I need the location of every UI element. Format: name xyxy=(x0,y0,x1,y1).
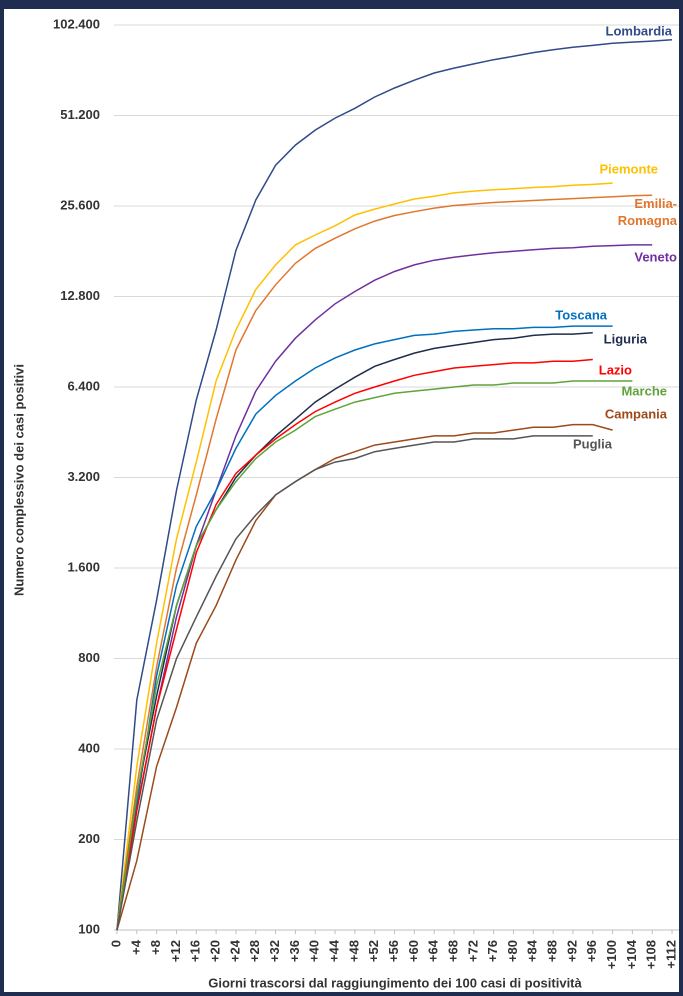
x-tick-label: +24 xyxy=(227,939,242,962)
y-tick-label: 200 xyxy=(78,831,100,846)
series-line xyxy=(116,435,593,931)
series-label: Lazio xyxy=(599,362,632,377)
x-tick-label: +100 xyxy=(604,940,619,969)
series-line xyxy=(116,325,613,931)
y-tick-label: 25.600 xyxy=(60,197,100,212)
x-tick-label: +44 xyxy=(326,939,341,962)
series-label: Emilia-Romagna xyxy=(618,196,678,228)
y-tick-label: 102.400 xyxy=(53,16,100,31)
series-label: Puglia xyxy=(573,436,613,451)
series-label: Veneto xyxy=(634,249,677,264)
x-tick-label: +68 xyxy=(445,940,460,962)
series-label: Toscana xyxy=(555,307,608,322)
y-tick-label: 6.400 xyxy=(67,378,100,393)
series-label: Liguria xyxy=(604,331,648,346)
x-tick-label: 0 xyxy=(108,940,123,947)
x-tick-label: +72 xyxy=(465,940,480,962)
x-tick-label: +112 xyxy=(663,940,678,969)
x-tick-label: +16 xyxy=(188,940,203,962)
x-tick-label: +64 xyxy=(426,939,441,962)
series-line xyxy=(116,194,653,931)
x-tick-label: +36 xyxy=(287,940,302,962)
x-tick-label: +108 xyxy=(644,940,659,969)
y-tick-label: 100 xyxy=(78,921,100,936)
x-tick-label: +40 xyxy=(307,940,322,962)
x-axis-title: Giorni trascorsi dal raggiungimento dei … xyxy=(208,975,582,990)
y-axis-title: Numero complessivo dei casi positivi xyxy=(11,364,26,596)
series-label: Campania xyxy=(605,406,668,421)
x-tick-label: +92 xyxy=(564,940,579,962)
series-line xyxy=(116,380,633,931)
series-label: Marche xyxy=(621,383,667,398)
series-line xyxy=(116,39,673,931)
y-tick-label: 1.600 xyxy=(67,559,100,574)
x-tick-label: +104 xyxy=(624,939,639,969)
x-tick-label: +8 xyxy=(148,940,163,955)
x-tick-label: +12 xyxy=(168,940,183,962)
y-tick-label: 51.200 xyxy=(60,107,100,122)
x-tick-label: +76 xyxy=(485,940,500,962)
series-line xyxy=(116,244,653,931)
series-line xyxy=(116,358,593,931)
series-line xyxy=(116,423,613,931)
y-tick-label: 3.200 xyxy=(67,469,100,484)
y-tick-label: 12.800 xyxy=(60,288,100,303)
x-tick-label: +84 xyxy=(525,939,540,962)
x-tick-label: +4 xyxy=(128,939,143,955)
x-tick-label: +52 xyxy=(366,940,381,962)
x-tick-label: +96 xyxy=(584,940,599,962)
y-tick-label: 400 xyxy=(78,740,100,755)
x-tick-label: +20 xyxy=(208,940,223,962)
series-label: Lombardia xyxy=(606,23,673,38)
series-label: Piemonte xyxy=(599,161,658,176)
x-tick-label: +32 xyxy=(267,940,282,962)
x-tick-label: +88 xyxy=(545,940,560,962)
x-tick-label: +56 xyxy=(386,940,401,962)
x-tick-label: +80 xyxy=(505,940,520,962)
x-tick-label: +60 xyxy=(406,940,421,962)
x-tick-label: +28 xyxy=(247,940,262,962)
series-line xyxy=(116,182,613,931)
x-tick-label: +48 xyxy=(346,940,361,962)
chart-area xyxy=(4,9,679,992)
y-tick-label: 800 xyxy=(78,650,100,665)
